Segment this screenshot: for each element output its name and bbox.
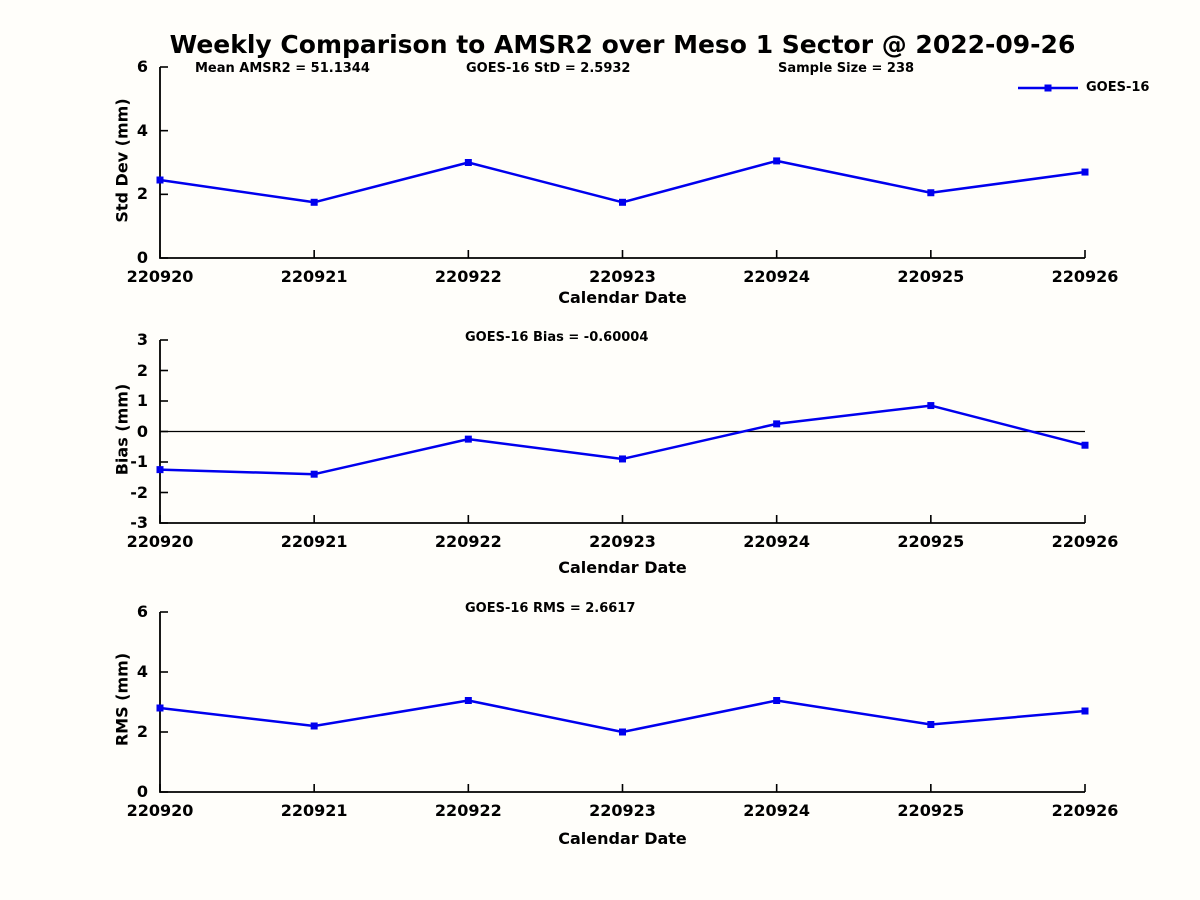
- y-tick-label: -2: [130, 482, 148, 502]
- data-point-marker: [773, 157, 781, 165]
- y-tick-label: 0: [136, 248, 148, 267]
- figure-title: Weekly Comparison to AMSR2 over Meso 1 S…: [169, 30, 1076, 59]
- data-point-marker: [927, 189, 935, 197]
- y-tick-label: 2: [136, 360, 148, 380]
- data-point-marker: [773, 420, 781, 428]
- annotation-goes16-bias: GOES-16 Bias = -0.60004: [465, 330, 649, 345]
- y-tick-label: 0: [136, 421, 148, 441]
- y-tick-label: 3: [136, 330, 148, 349]
- data-point-marker: [310, 722, 318, 730]
- y-tick-label: -3: [130, 513, 148, 532]
- x-tick-label: 220926: [1051, 801, 1119, 820]
- data-point-marker: [156, 704, 164, 712]
- data-point-marker: [773, 697, 781, 704]
- x-tick-label: 220922: [434, 532, 502, 551]
- y-tick-label: 1: [136, 391, 148, 410]
- annotation-goes16-std: GOES-16 StD = 2.5932: [466, 61, 631, 76]
- annotation-goes16-rms: GOES-16 RMS = 2.6617: [465, 601, 636, 616]
- data-point-marker: [464, 159, 472, 166]
- axis-lines-chart1: [159, 67, 1085, 259]
- x-tick-label: 220921: [280, 267, 348, 286]
- data-point-marker: [619, 198, 626, 206]
- x-axis-label-chart3: Calendar Date: [558, 829, 687, 848]
- data-point-marker: [310, 198, 318, 206]
- data-point-marker: [927, 402, 935, 410]
- x-tick-label: 220923: [589, 801, 656, 820]
- data-point-marker: [464, 697, 472, 704]
- series-line-goes-16: [159, 159, 1086, 204]
- y-tick-label: 2: [136, 184, 148, 204]
- data-point-marker: [619, 728, 626, 736]
- data-point-marker: [1081, 707, 1089, 715]
- annotation-sample-size: Sample Size = 238: [778, 61, 915, 76]
- x-tick-label: 220922: [434, 801, 502, 820]
- x-tick-label: 220924: [743, 532, 811, 551]
- y-tick-label: 6: [136, 602, 148, 621]
- x-tick-label: 220922: [434, 267, 502, 286]
- x-tick-label: 220923: [589, 532, 656, 551]
- y-tick-label: 4: [136, 120, 148, 140]
- data-point-marker: [619, 455, 626, 463]
- data-point-marker: [156, 466, 164, 474]
- x-tick-label: 220923: [589, 267, 656, 286]
- x-tick-label: 220921: [280, 801, 348, 820]
- series-line-goes-16: [159, 404, 1086, 476]
- legend-marker-sample: [1044, 84, 1052, 92]
- series-line-goes-16: [159, 699, 1086, 734]
- annotation-mean-amsr2: Mean AMSR2 = 51.1344: [195, 61, 370, 76]
- data-point-marker: [156, 176, 164, 184]
- x-tick-label: 220925: [897, 801, 965, 820]
- y-tick-label: 4: [136, 662, 148, 681]
- x-tick-label: 220925: [897, 532, 965, 551]
- x-tick-label: 220925: [897, 267, 965, 286]
- data-point-marker: [310, 470, 318, 478]
- y-tick-label: 0: [136, 782, 148, 801]
- x-tick-label: 220926: [1051, 267, 1119, 286]
- axis-lines-chart3: [159, 612, 1085, 793]
- x-tick-label: 220924: [743, 801, 811, 820]
- data-point-marker: [464, 435, 472, 443]
- y-tick-label: -1: [130, 452, 148, 471]
- y-tick-label: 2: [136, 722, 148, 741]
- x-tick-label: 220920: [126, 532, 194, 551]
- x-tick-label: 220921: [280, 532, 348, 551]
- x-axis-label-chart2: Calendar Date: [558, 558, 687, 577]
- data-point-marker: [927, 721, 935, 728]
- x-tick-label: 220920: [126, 801, 194, 820]
- data-point-marker: [1081, 168, 1089, 176]
- x-tick-label: 220924: [743, 267, 811, 286]
- x-tick-label: 220920: [126, 267, 194, 286]
- x-axis-label-chart1: Calendar Date: [558, 288, 687, 307]
- legend-label: GOES-16: [1086, 80, 1150, 95]
- y-tick-label: 6: [136, 57, 148, 76]
- data-point-marker: [1081, 441, 1089, 449]
- x-tick-label: 220926: [1051, 532, 1119, 551]
